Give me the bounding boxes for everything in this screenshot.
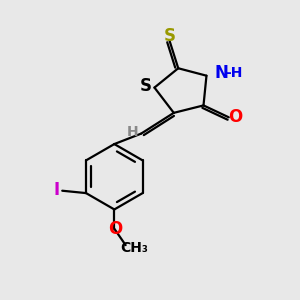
Text: O: O [108, 220, 122, 238]
Text: CH₃: CH₃ [120, 241, 148, 255]
Text: H: H [127, 125, 139, 139]
Text: O: O [228, 108, 242, 126]
Text: S: S [140, 77, 152, 95]
Text: I: I [54, 181, 60, 199]
Text: S: S [163, 27, 175, 45]
Text: N: N [215, 64, 229, 82]
Text: -H: -H [225, 66, 242, 80]
